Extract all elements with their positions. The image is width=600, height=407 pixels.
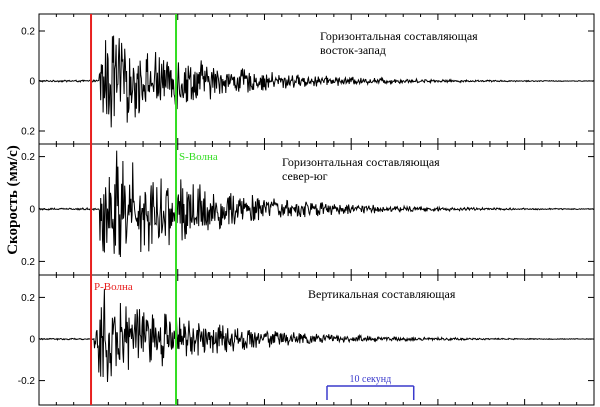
panel-1: 0.2 0 0.2 Горизонтальная составляющаявосток…: [21, 13, 595, 145]
marker-label-1: P-Волна: [94, 281, 133, 293]
panel-label-line: восток-запад: [320, 43, 386, 57]
y-tick-label: 0: [29, 77, 35, 88]
panel-2: 0.2 0 0.2 Горизонтальная составляющаясевер-…: [21, 143, 595, 276]
y-tick-label: 0.2: [21, 293, 35, 304]
y-tick-label: 0.2: [21, 27, 35, 38]
y-axis-label: Скорость (мм/с): [5, 145, 21, 255]
marker-label-2: S-Волна: [179, 151, 218, 163]
seismic-trace: [38, 150, 595, 258]
panel-label-line: Горизонтальная составляющая: [320, 29, 478, 43]
seismic-trace: [38, 288, 595, 383]
y-tick-label: 0.2: [21, 257, 35, 268]
panel-label-line: север-юг: [282, 169, 328, 183]
panel-label-line: Вертикальная составляющая: [308, 287, 456, 301]
panel-3: 0.2 0 -0.2 Вертикальная составляющая: [18, 274, 595, 406]
panel-label-line: Горизонтальная составляющая: [282, 155, 440, 169]
scale-bar-label: 10 секунд: [350, 374, 392, 385]
y-tick-label: 0: [29, 335, 35, 346]
panel-frame: [38, 13, 595, 145]
markers-group: P-Волна S-Волна: [90, 14, 218, 405]
y-tick-label: 0.2: [21, 127, 35, 138]
scale-bar: 10 секунд: [326, 374, 415, 400]
y-tick-label: -0.2: [18, 376, 36, 387]
seismic-trace: [38, 35, 595, 128]
y-tick-label: 0.2: [21, 152, 35, 163]
y-tick-label: 0: [29, 205, 35, 216]
